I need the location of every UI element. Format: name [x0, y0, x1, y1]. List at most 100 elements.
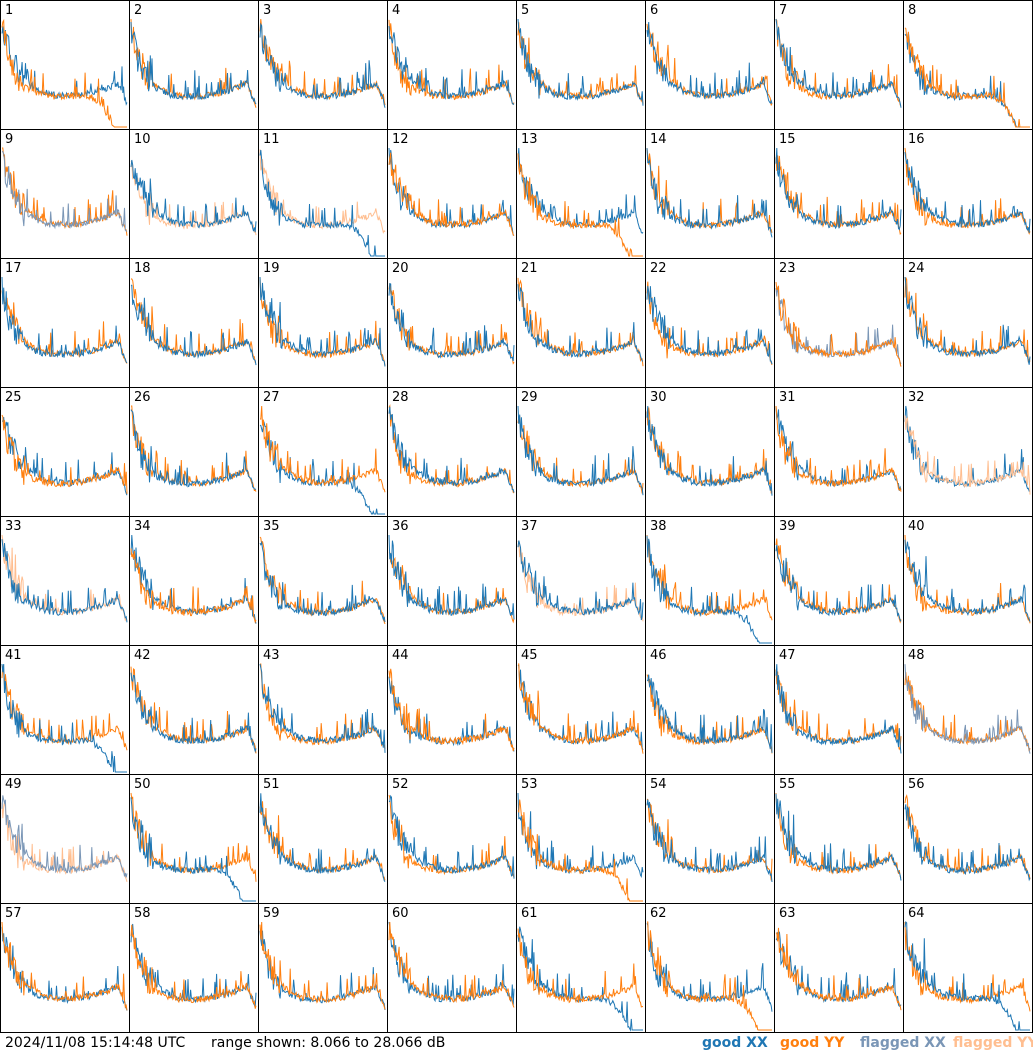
panel-number: 29 [521, 390, 538, 405]
series-good-xx [388, 794, 515, 879]
panel-plot [904, 534, 1031, 624]
panel-20: 20 [388, 259, 517, 388]
panel-plot [517, 663, 644, 754]
series-good-xx [775, 147, 902, 231]
series-good-yy [517, 799, 643, 902]
series-good-xx [904, 804, 1031, 882]
panel-17: 17 [1, 259, 130, 388]
series-good-yy [259, 921, 386, 1010]
panel-number: 59 [263, 906, 280, 921]
series-good-xx [775, 544, 902, 622]
panel-number: 33 [5, 519, 22, 534]
panel-number: 44 [392, 648, 409, 663]
panel-plot [775, 538, 902, 624]
panel-number: 12 [392, 132, 409, 147]
panel-number: 48 [908, 648, 925, 663]
series-good-xx [388, 406, 515, 493]
panel-plot [775, 281, 902, 367]
panel-26: 26 [130, 388, 259, 517]
panel-22: 22 [646, 259, 775, 388]
panel-36: 36 [388, 517, 517, 646]
panel-plot [517, 147, 644, 257]
series-good-xx [646, 285, 773, 365]
footer-bar: 2024/11/08 15:14:48 UTC range shown: 8.0… [0, 1033, 1033, 1053]
panel-plot [517, 405, 644, 496]
panel-plot [904, 405, 1031, 495]
series-good-xx [1, 539, 128, 623]
series-good-xx [388, 534, 515, 620]
panel-plot [904, 920, 1031, 1031]
panel-23: 23 [775, 259, 904, 388]
series-good-yy [904, 277, 1031, 363]
series-good-yy [775, 792, 902, 878]
panel-plot [130, 923, 257, 1009]
panel-number: 18 [134, 261, 151, 276]
panel-number: 62 [650, 906, 667, 921]
panel-40: 40 [904, 517, 1033, 646]
panel-number: 22 [650, 261, 667, 276]
series-good-xx [130, 797, 256, 902]
series-good-xx [904, 405, 1031, 492]
series-good-yy [775, 405, 902, 492]
panel-plot [775, 927, 902, 1011]
series-good-xx [904, 32, 1030, 128]
panel-61: 61 [517, 904, 646, 1033]
panel-37: 37 [517, 517, 646, 646]
panel-number: 57 [5, 906, 22, 921]
series-good-xx [904, 152, 1031, 233]
panel-50: 50 [130, 775, 259, 904]
panel-58: 58 [130, 904, 259, 1033]
panel-54: 54 [646, 775, 775, 904]
panel-plot [517, 926, 644, 1032]
series-good-yy [388, 552, 515, 624]
panel-24: 24 [904, 259, 1033, 388]
series-good-xx [259, 793, 386, 882]
panel-plot [130, 792, 257, 902]
panel-32: 32 [904, 388, 1033, 517]
panel-number: 38 [650, 519, 667, 534]
panel-18: 18 [130, 259, 259, 388]
panel-plot [904, 664, 1031, 754]
series-good-xx [1, 276, 128, 364]
panel-number: 6 [650, 3, 659, 18]
panel-56: 56 [904, 775, 1033, 904]
panel-plot [517, 540, 644, 622]
panel-plot [388, 534, 515, 624]
series-good-yy [517, 928, 644, 1008]
series-good-yy [388, 152, 515, 237]
panel-53: 53 [517, 775, 646, 904]
panel-number: 24 [908, 261, 925, 276]
panel-48: 48 [904, 646, 1033, 775]
panel-number: 51 [263, 777, 280, 792]
series-good-xx [130, 159, 257, 233]
series-good-xx [775, 406, 902, 491]
panel-plot [259, 149, 386, 257]
panel-plot [130, 534, 257, 624]
panel-1: 1 [1, 1, 130, 130]
series-good-xx [130, 284, 257, 366]
series-good-yy [1, 665, 128, 751]
panel-number: 34 [134, 519, 151, 534]
panel-number: 16 [908, 132, 925, 147]
panel-9: 9 [1, 130, 130, 259]
panel-plot [130, 278, 257, 366]
panel-plot [775, 792, 902, 881]
panel-plot [388, 794, 515, 879]
series-good-xx [259, 22, 386, 108]
series-good-xx [775, 931, 902, 1007]
panel-plot [388, 147, 515, 237]
panel-number: 28 [392, 390, 409, 405]
panel-plot [388, 668, 515, 752]
timestamp: 2024/11/08 15:14:48 UTC [5, 1035, 186, 1051]
panel-number: 8 [908, 3, 917, 18]
panel-number: 9 [5, 132, 14, 147]
series-good-xx [775, 793, 902, 881]
panel-number: 47 [779, 648, 796, 663]
series-good-xx [388, 25, 515, 106]
series-good-xx [517, 540, 644, 621]
panel-62: 62 [646, 904, 775, 1033]
panel-number: 31 [779, 390, 796, 405]
panel-number: 46 [650, 648, 667, 663]
series-good-yy [130, 278, 256, 363]
series-good-yy [388, 283, 515, 365]
